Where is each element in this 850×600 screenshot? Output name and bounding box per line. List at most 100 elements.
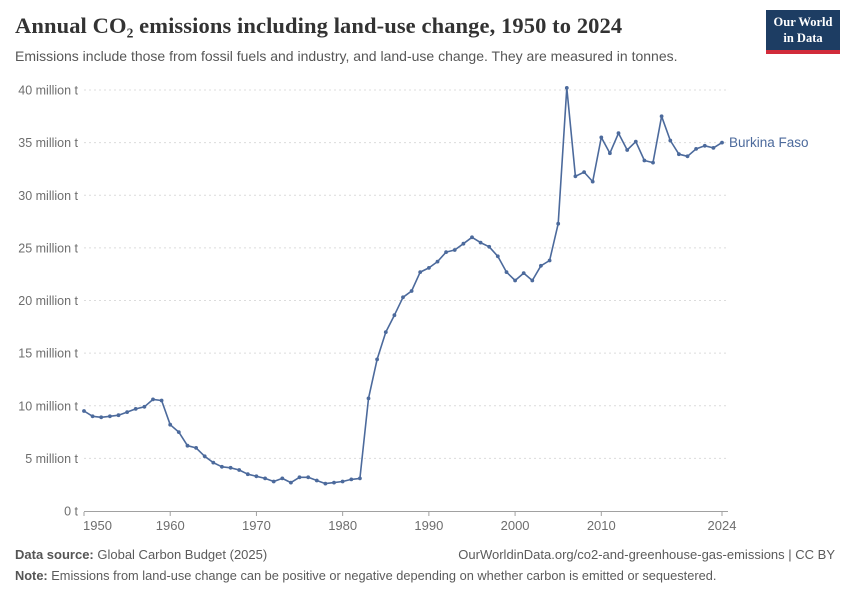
data-point-2002 bbox=[530, 278, 535, 283]
y-tick-label-0: 0 t bbox=[64, 505, 78, 519]
data-point-2023 bbox=[711, 146, 716, 150]
data-point-2020 bbox=[685, 154, 690, 159]
data-source: Data source: Global Carbon Budget (2025) bbox=[15, 547, 267, 562]
x-tick-label-2000: 2000 bbox=[501, 518, 530, 533]
data-point-1962 bbox=[185, 443, 190, 448]
data-point-2010 bbox=[599, 135, 604, 140]
data-point-2018 bbox=[668, 138, 673, 143]
data-point-2004 bbox=[547, 258, 552, 263]
chart-footer: Data source: Global Carbon Budget (2025)… bbox=[15, 547, 835, 583]
data-point-1978 bbox=[323, 481, 328, 486]
x-tick-label-1990: 1990 bbox=[414, 518, 443, 533]
data-point-1953 bbox=[108, 414, 112, 419]
chart-header: Annual CO₂ emissions including land-use … bbox=[15, 12, 750, 65]
data-point-2017 bbox=[659, 114, 664, 119]
data-point-2016 bbox=[651, 160, 655, 165]
data-point-2015 bbox=[642, 158, 647, 163]
chart-subtitle: Emissions include those from fossil fuel… bbox=[15, 48, 678, 64]
data-point-1968 bbox=[237, 468, 242, 472]
data-point-2005 bbox=[556, 221, 561, 226]
data-point-1993 bbox=[452, 248, 457, 252]
data-point-2012 bbox=[616, 131, 621, 136]
footer-note: Note: Emissions from land-use change can… bbox=[15, 568, 835, 583]
data-point-1966 bbox=[220, 464, 224, 469]
data-point-1981 bbox=[349, 477, 354, 482]
data-point-1997 bbox=[487, 244, 492, 249]
y-tick-label-35: 35 million t bbox=[18, 136, 78, 150]
chart-title: Annual CO₂ emissions including land-use … bbox=[15, 13, 623, 38]
data-point-2013 bbox=[625, 148, 630, 152]
data-point-2011 bbox=[608, 151, 612, 156]
y-tick-label-40: 40 million t bbox=[18, 84, 78, 98]
data-point-1951 bbox=[90, 414, 95, 419]
x-tick-label-1960: 1960 bbox=[156, 518, 185, 533]
data-point-1973 bbox=[280, 476, 285, 481]
data-source-label: Data source: bbox=[15, 547, 94, 562]
data-point-1984 bbox=[375, 357, 379, 362]
data-point-2007 bbox=[573, 174, 578, 179]
data-point-1964 bbox=[202, 454, 207, 459]
data-point-2022 bbox=[702, 143, 707, 148]
y-tick-label-10: 10 million t bbox=[18, 399, 78, 413]
data-point-1985 bbox=[383, 330, 388, 334]
data-point-1975 bbox=[297, 475, 302, 480]
footer-note-label: Note: bbox=[15, 568, 48, 583]
data-point-1989 bbox=[418, 270, 423, 274]
data-point-1967 bbox=[228, 465, 233, 470]
data-point-1974 bbox=[289, 480, 293, 485]
data-point-1992 bbox=[444, 250, 448, 255]
x-tick-label-1970: 1970 bbox=[242, 518, 271, 533]
emissions-line bbox=[83, 87, 723, 485]
data-point-1952 bbox=[99, 415, 104, 420]
x-tick-label-2010: 2010 bbox=[587, 518, 616, 533]
line-chart: 0 t 5 million t 10 million t 15 million t 20… bbox=[18, 84, 809, 534]
data-point-2021 bbox=[694, 147, 698, 151]
data-point-2008 bbox=[582, 170, 586, 175]
footer-note-text: Emissions from land-use change can be po… bbox=[47, 568, 717, 583]
data-point-1994 bbox=[461, 241, 466, 246]
data-source-text: Global Carbon Budget (2025) bbox=[93, 547, 268, 562]
owid-logo-line1: Our World bbox=[773, 15, 833, 29]
data-point-1972 bbox=[271, 479, 276, 484]
data-point-1954 bbox=[116, 413, 121, 418]
owid-logo[interactable]: Our World in Data bbox=[766, 10, 840, 55]
data-point-2006 bbox=[564, 86, 569, 90]
data-point-1959 bbox=[159, 398, 164, 403]
footer-link[interactable]: OurWorldinData.org/co2-and-greenhouse-ga… bbox=[458, 547, 835, 562]
data-point-1971 bbox=[263, 476, 267, 481]
data-point-1996 bbox=[478, 240, 483, 245]
data-point-1955 bbox=[125, 410, 129, 414]
data-point-1982 bbox=[358, 476, 362, 481]
data-point-2019 bbox=[677, 152, 681, 157]
data-point-1957 bbox=[142, 404, 147, 409]
owid-logo-line2: in Data bbox=[783, 30, 823, 45]
x-tick-label-1980: 1980 bbox=[328, 518, 357, 533]
data-point-1979 bbox=[332, 480, 336, 485]
y-tick-label-5: 5 million t bbox=[25, 452, 78, 466]
x-tick-label-1950: 1950 bbox=[83, 518, 112, 533]
data-point-1961 bbox=[176, 430, 181, 434]
data-point-2003 bbox=[539, 263, 543, 268]
data-point-2024 bbox=[720, 140, 724, 145]
data-point-2001 bbox=[521, 271, 526, 275]
data-point-1970 bbox=[254, 474, 259, 479]
entity-label[interactable]: Burkina Faso bbox=[729, 135, 809, 150]
data-point-1995 bbox=[470, 235, 474, 240]
data-point-2000 bbox=[513, 278, 517, 283]
data-point-1998 bbox=[495, 254, 500, 259]
data-point-1960 bbox=[168, 422, 173, 427]
data-point-1986 bbox=[392, 313, 397, 318]
y-tick-label-30: 30 million t bbox=[18, 189, 78, 203]
data-point-1969 bbox=[245, 472, 250, 477]
data-point-1987 bbox=[401, 295, 405, 300]
data-point-1988 bbox=[409, 289, 414, 293]
data-point-1991 bbox=[435, 259, 440, 264]
data-point-1983 bbox=[366, 396, 371, 401]
data-point-1950 bbox=[82, 409, 86, 413]
data-point-1958 bbox=[151, 397, 155, 402]
y-tick-label-15: 15 million t bbox=[18, 347, 78, 361]
y-tick-label-25: 25 million t bbox=[18, 241, 78, 255]
data-point-1990 bbox=[427, 266, 431, 270]
x-tick-label-2024: 2024 bbox=[708, 518, 737, 533]
